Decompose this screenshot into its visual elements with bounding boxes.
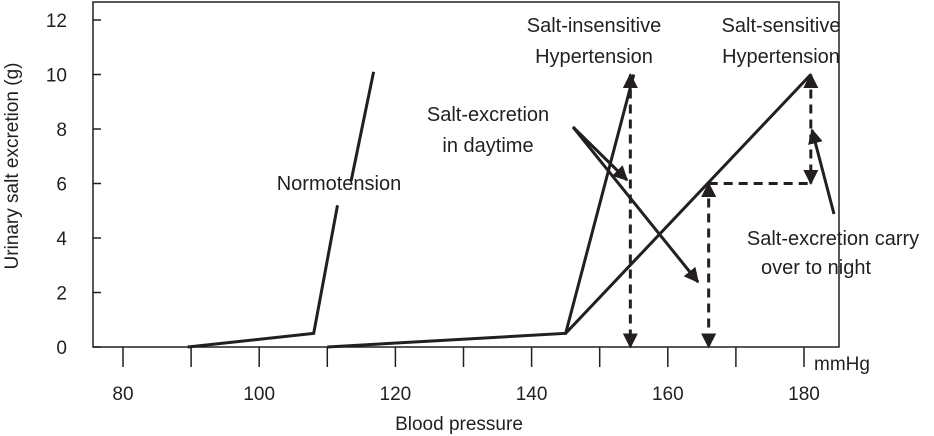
annotation-arrows [571, 125, 836, 284]
x-tick-label: 80 [112, 384, 133, 405]
plot-frame [92, 1, 840, 348]
x-tick-label: 140 [516, 384, 548, 405]
label-salt-sensitive-line1: Salt-sensitive [722, 15, 841, 37]
label-salt-sensitive-line2: Hypertension [722, 46, 840, 68]
label-daytime-line1: Salt-excretion [427, 104, 549, 126]
y-axis-title: Urinary salt excretion (g) [2, 63, 23, 270]
y-tick-label: 10 [46, 66, 67, 87]
indicator-lines [622, 73, 819, 349]
night-carry-arrow [808, 128, 836, 215]
label-carry-over-line2: over to night [761, 257, 872, 279]
daytime-arrow-to-sensitive [571, 126, 700, 284]
x-axis-title: Blood pressure [395, 414, 523, 435]
x-axis-ticks: 80 100 120 140 160 180 [112, 347, 820, 405]
y-tick-label: 4 [56, 229, 67, 250]
x-tick-label: 120 [380, 384, 412, 405]
x-axis-unit: mmHg [814, 354, 870, 375]
label-daytime-line2: in daytime [442, 135, 533, 157]
series-line-normotension [187, 205, 339, 349]
series-curves [187, 71, 812, 349]
y-tick-label: 2 [56, 284, 67, 305]
series-line-salt-sensitive-hypertension [564, 73, 812, 335]
label-salt-insensitive-line2: Hypertension [535, 46, 653, 68]
y-axis-ticks: 0 2 4 6 8 10 12 [46, 11, 101, 359]
y-tick-label: 12 [46, 11, 67, 32]
label-carry-over-line1: Salt-excretion carry [747, 228, 919, 250]
label-salt-insensitive-line1: Salt-insensitive [527, 15, 662, 37]
x-tick-label: 100 [243, 384, 275, 405]
series-line-normotension-segment [349, 71, 376, 182]
y-tick-label: 0 [56, 338, 67, 359]
x-tick-label: 180 [788, 384, 820, 405]
y-tick-label: 6 [56, 175, 67, 196]
label-normotension: Normotension [277, 173, 402, 195]
y-tick-label: 8 [56, 120, 67, 141]
x-tick-label: 160 [652, 384, 684, 405]
